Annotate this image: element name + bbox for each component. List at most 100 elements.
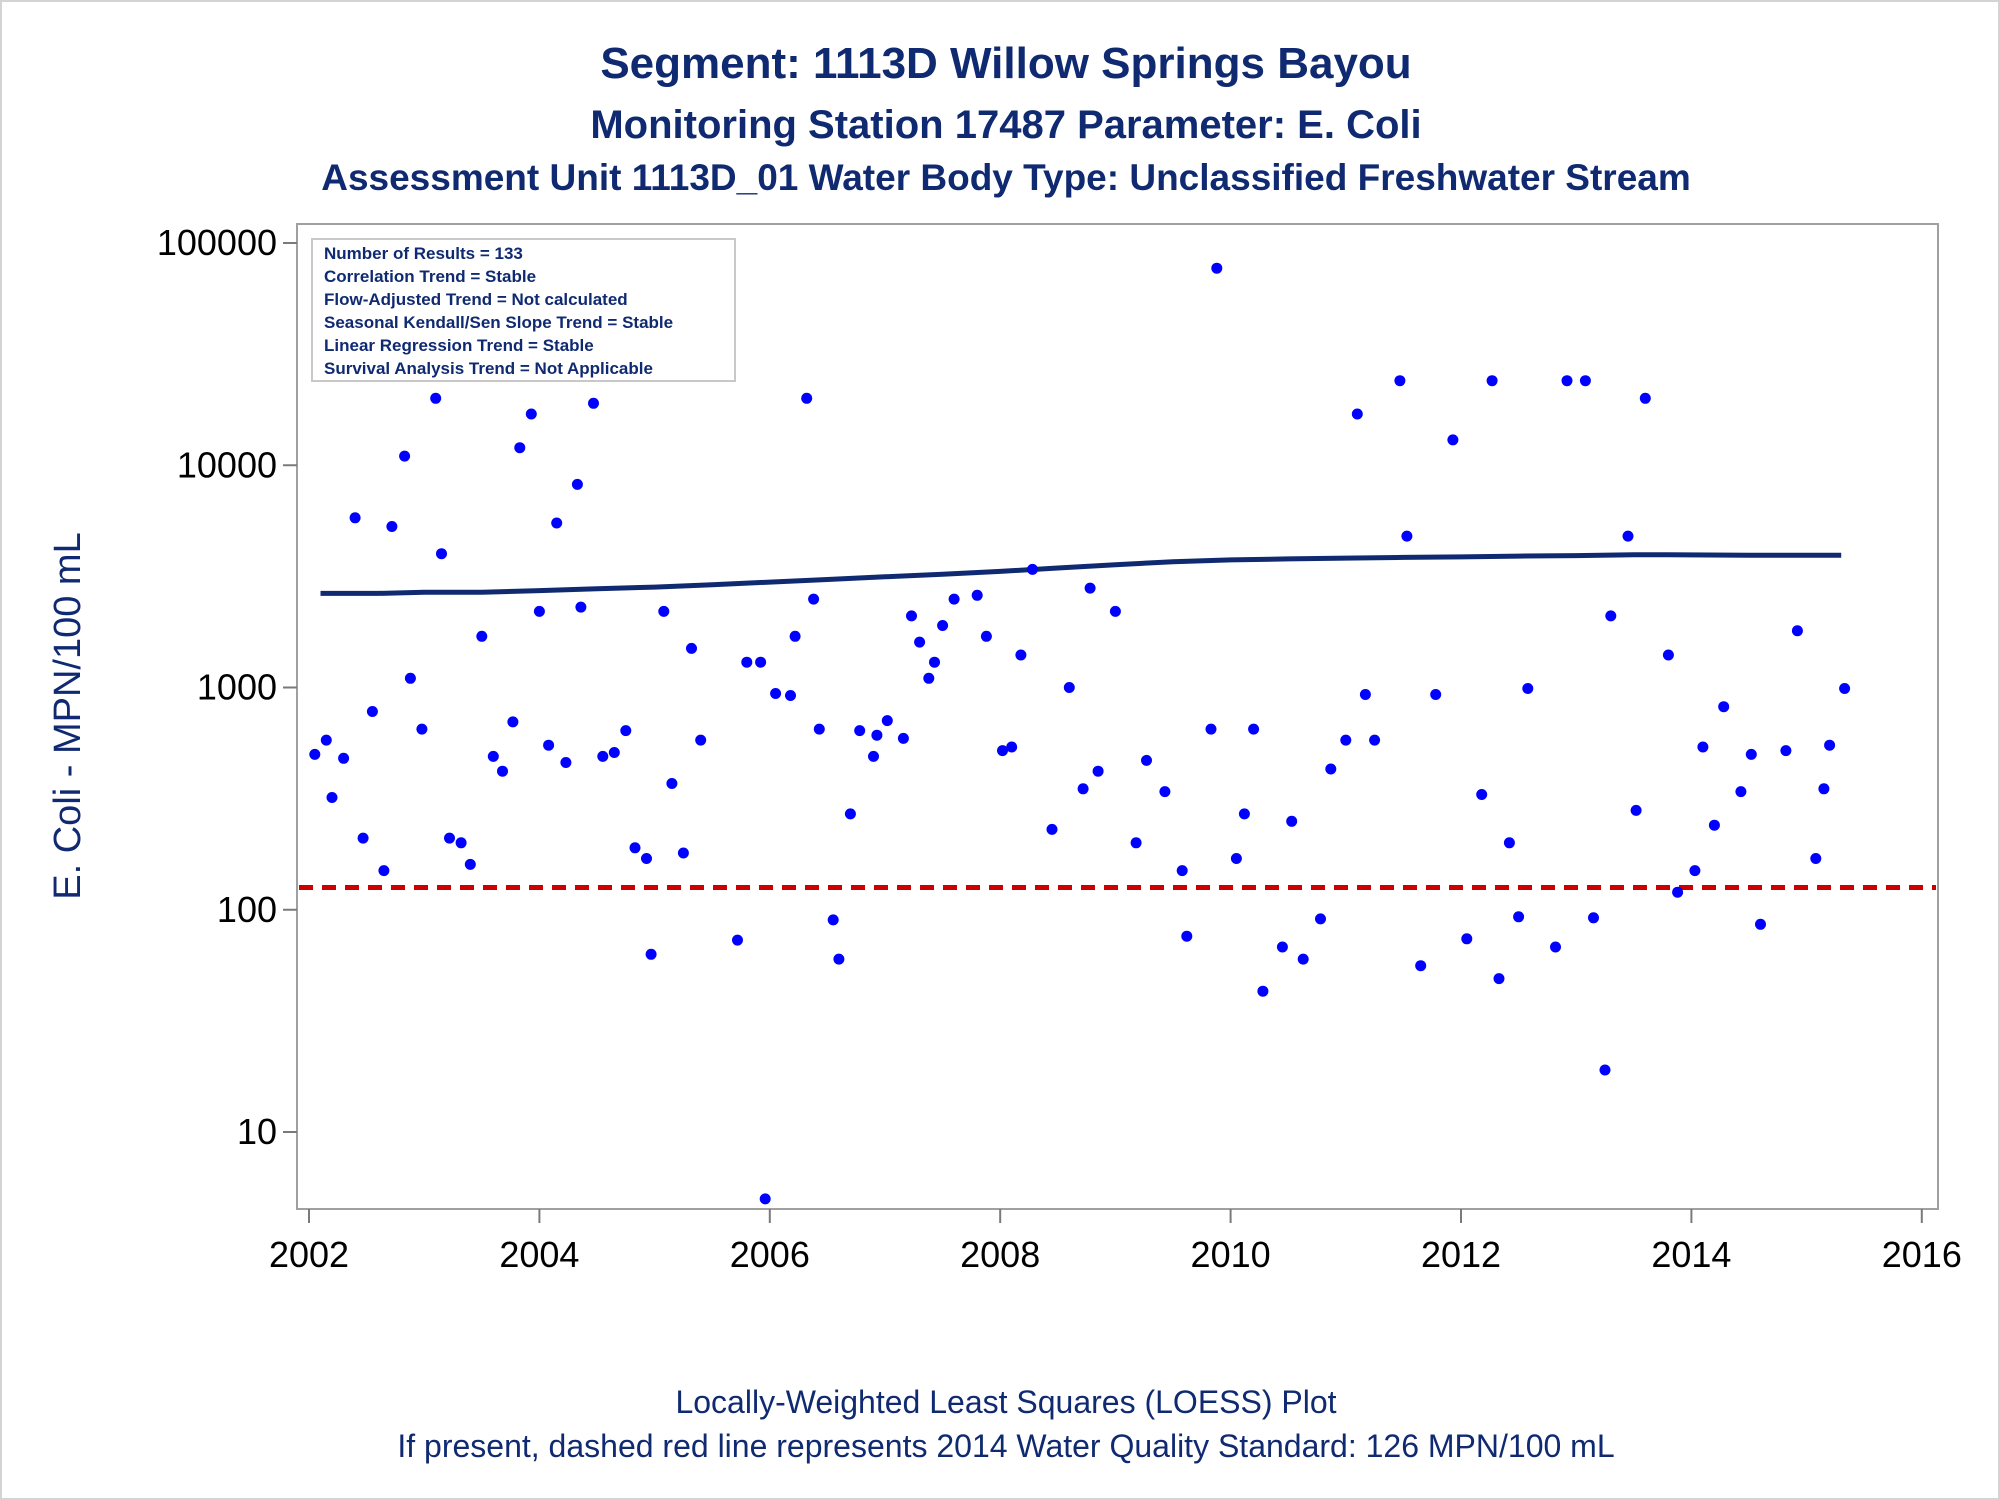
data-point [1141, 754, 1152, 766]
data-point [1015, 649, 1027, 661]
data-point [560, 757, 572, 768]
x-tick-label: 2016 [1882, 1234, 1962, 1275]
data-point [881, 715, 893, 727]
data-point [1447, 434, 1459, 446]
data-point [608, 747, 620, 758]
data-point [770, 688, 782, 699]
data-point [1493, 973, 1505, 985]
stats-inset: Number of Results = 133 Correlation Tren… [311, 238, 736, 382]
data-point [1063, 682, 1075, 693]
data-point [695, 734, 707, 746]
data-point [686, 642, 697, 654]
data-point [1550, 941, 1561, 953]
y-tick-label: 100000 [157, 222, 277, 263]
data-point [827, 914, 839, 926]
data-point [1561, 375, 1573, 387]
data-point [1476, 789, 1488, 800]
data-point [386, 521, 398, 532]
x-tick-label: 2012 [1421, 1234, 1501, 1275]
data-point [1351, 408, 1363, 420]
data-point [533, 605, 545, 617]
data-point [575, 601, 587, 613]
data-point [543, 739, 555, 751]
x-axis: 2002 2004 2006 2008 2010 2012 2014 2016 [269, 1209, 1962, 1275]
data-point [366, 706, 378, 717]
data-point [741, 656, 753, 668]
x-tick-label: 2002 [269, 1234, 349, 1275]
data-point [1745, 748, 1757, 760]
data-point [871, 729, 883, 741]
data-point [1176, 865, 1188, 877]
stats-line: Survival Analysis Trend = Not Applicable [324, 359, 653, 378]
stats-line: Flow-Adjusted Trend = Not calculated [324, 290, 628, 309]
data-point [641, 853, 652, 864]
data-point [571, 478, 583, 490]
data-point [620, 725, 632, 737]
y-tick-label: 1000 [197, 667, 277, 708]
data-point [1238, 808, 1250, 820]
data-point [1708, 819, 1720, 831]
data-point [1588, 912, 1599, 924]
data-point [1006, 741, 1018, 753]
data-point [1130, 837, 1142, 849]
y-tick-label: 10000 [177, 444, 277, 485]
data-point [971, 589, 983, 601]
data-point [658, 605, 670, 617]
data-point [1401, 530, 1413, 542]
footnote-2: If present, dashed red line represents 2… [397, 1428, 1614, 1464]
data-point [1369, 734, 1381, 746]
chart-subtitle: Monitoring Station 17487 Parameter: E. C… [590, 103, 1421, 147]
data-point [1662, 649, 1674, 661]
footnote-1: Locally-Weighted Least Squares (LOESS) P… [675, 1384, 1336, 1420]
data-point [1630, 804, 1642, 816]
x-tick-label: 2008 [960, 1234, 1040, 1275]
data-point [1092, 765, 1104, 777]
data-point [1315, 913, 1326, 925]
data-point [1689, 865, 1701, 877]
data-point [1780, 745, 1792, 757]
data-point [1791, 625, 1803, 637]
data-point [1579, 375, 1591, 387]
data-point [929, 656, 940, 668]
data-point [785, 690, 796, 701]
data-point [759, 1193, 771, 1205]
data-point [1461, 933, 1473, 945]
data-point [868, 750, 879, 762]
data-point [801, 392, 813, 404]
y-axis: 10 100 1000 10000 100000 [157, 222, 297, 1152]
data-point [645, 948, 657, 960]
data-point [897, 732, 909, 744]
data-point [476, 630, 488, 642]
data-point [1211, 262, 1223, 274]
data-point [677, 847, 689, 859]
data-point [1084, 582, 1096, 594]
data-point [1599, 1064, 1611, 1076]
data-point [525, 408, 537, 420]
data-point [1697, 741, 1709, 753]
data-point [1818, 783, 1830, 795]
stats-line: Seasonal Kendall/Sen Slope Trend = Stabl… [324, 313, 673, 332]
data-point [399, 450, 411, 462]
data-point [357, 832, 369, 844]
chart-title: Segment: 1113D Willow Springs Bayou [600, 39, 1411, 88]
data-point [1077, 783, 1089, 795]
data-point [1430, 689, 1442, 700]
data-point [1297, 953, 1309, 965]
data-point [320, 734, 332, 746]
data-point [789, 630, 801, 642]
data-point [1340, 734, 1352, 746]
data-point [906, 610, 917, 622]
data-point [1109, 605, 1121, 617]
chart-subtitle-2: Assessment Unit 1113D_01 Water Body Type… [321, 157, 1691, 198]
data-point [732, 934, 743, 946]
data-point [914, 636, 926, 648]
y-tick-label: 10 [237, 1111, 277, 1152]
data-point [507, 716, 519, 728]
data-point [497, 765, 508, 777]
data-point [1159, 786, 1171, 798]
data-point [923, 672, 935, 684]
data-point [833, 953, 845, 965]
data-point [1181, 930, 1193, 942]
plot-area [296, 223, 1939, 1210]
data-point [813, 723, 825, 735]
